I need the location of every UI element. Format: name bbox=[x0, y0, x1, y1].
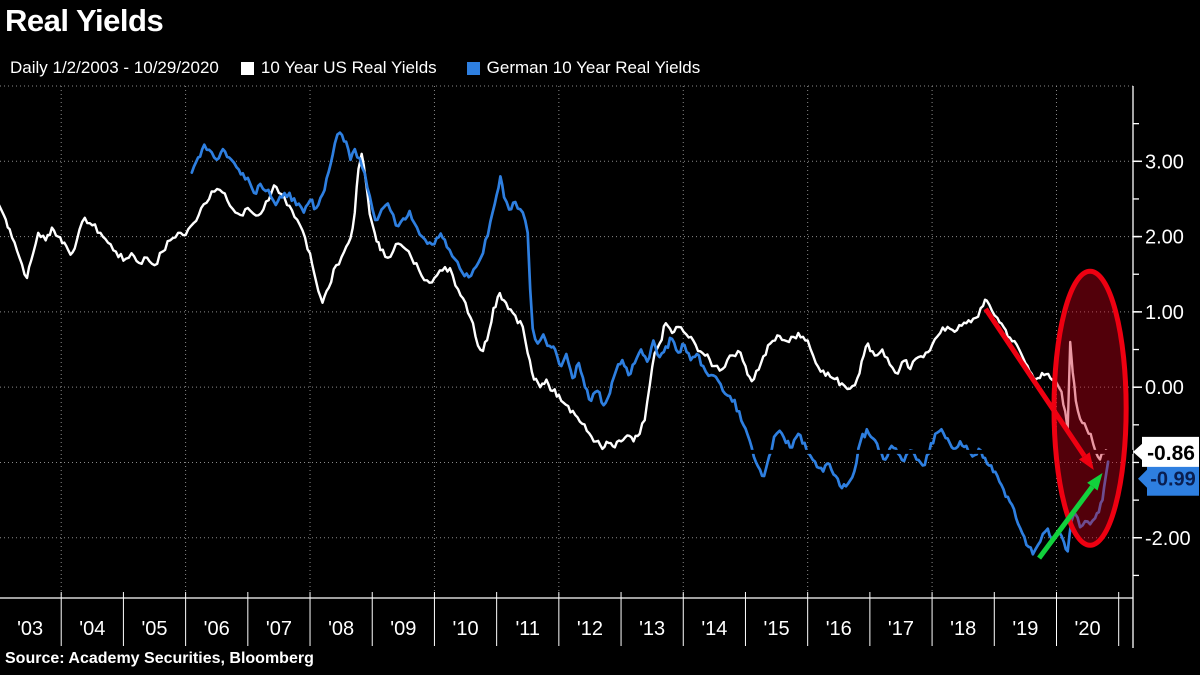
y-axis-label: 3.00 bbox=[1145, 151, 1184, 173]
y-axis-label: -2.00 bbox=[1145, 528, 1191, 550]
source-credit: Source: Academy Securities, Bloomberg bbox=[5, 650, 314, 667]
x-axis-label: '07 bbox=[266, 618, 292, 640]
x-axis-label: '05 bbox=[141, 618, 167, 640]
x-axis-label: '17 bbox=[888, 618, 914, 640]
green-arrow-shaft bbox=[1037, 485, 1095, 560]
x-axis-label: '16 bbox=[826, 618, 852, 640]
x-axis-label: '03 bbox=[17, 618, 43, 640]
us-real-yield-line bbox=[0, 152, 1110, 461]
chart-legend: Daily 1/2/2003 - 10/29/2020 10 Year US R… bbox=[10, 58, 730, 78]
x-axis-label: '19 bbox=[1012, 618, 1038, 640]
y-axis-label: 2.00 bbox=[1145, 227, 1184, 249]
us-series-swatch-icon bbox=[240, 61, 254, 75]
x-axis-label: '14 bbox=[701, 618, 727, 640]
us-price-callout bbox=[1133, 436, 1199, 467]
german-callout-arrow bbox=[1138, 468, 1148, 489]
green-arrow-head-icon bbox=[1087, 473, 1103, 491]
x-axis-label: '04 bbox=[79, 618, 105, 640]
legend-label-us: 10 Year US Real Yields bbox=[260, 58, 437, 77]
y-axis-label: 1.00 bbox=[1145, 302, 1184, 324]
red-arrow-head-icon bbox=[1078, 452, 1094, 470]
x-axis-label: '08 bbox=[328, 618, 354, 640]
highlight-ellipse-fill bbox=[1053, 271, 1127, 546]
x-axis-label: '20 bbox=[1075, 618, 1101, 640]
chart-period-label: Daily 1/2/2003 - 10/29/2020 bbox=[10, 58, 219, 77]
x-axis-label: '09 bbox=[390, 618, 416, 640]
y-axis-label: 0.00 bbox=[1145, 377, 1184, 399]
german-real-yield-line bbox=[190, 131, 1110, 556]
axes bbox=[0, 86, 1134, 648]
legend-item-us[interactable]: 10 Year US Real Yields bbox=[240, 58, 437, 78]
legend-item-german[interactable]: German 10 Year Real Yields bbox=[466, 58, 701, 78]
x-axis-label: '13 bbox=[639, 618, 665, 640]
gridlines bbox=[0, 85, 1133, 598]
legend-label-german: German 10 Year Real Yields bbox=[486, 58, 701, 77]
german-price-callout bbox=[1147, 461, 1199, 496]
x-axis-label: '12 bbox=[577, 618, 603, 640]
x-axis-label: '06 bbox=[204, 618, 230, 640]
german-last-price-label: -0.99 bbox=[1150, 469, 1196, 491]
page-title: Real Yields bbox=[5, 3, 164, 38]
x-axis-label: '10 bbox=[453, 618, 479, 640]
series-lines bbox=[0, 131, 1110, 556]
x-axis-label: '18 bbox=[950, 618, 976, 640]
us-last-price-label: -0.86 bbox=[1147, 442, 1195, 465]
x-axis-label: '11 bbox=[515, 618, 540, 640]
x-axis-label: '15 bbox=[764, 618, 790, 640]
german-series-swatch-icon bbox=[466, 61, 480, 75]
red-arrow-shaft bbox=[983, 307, 1087, 458]
